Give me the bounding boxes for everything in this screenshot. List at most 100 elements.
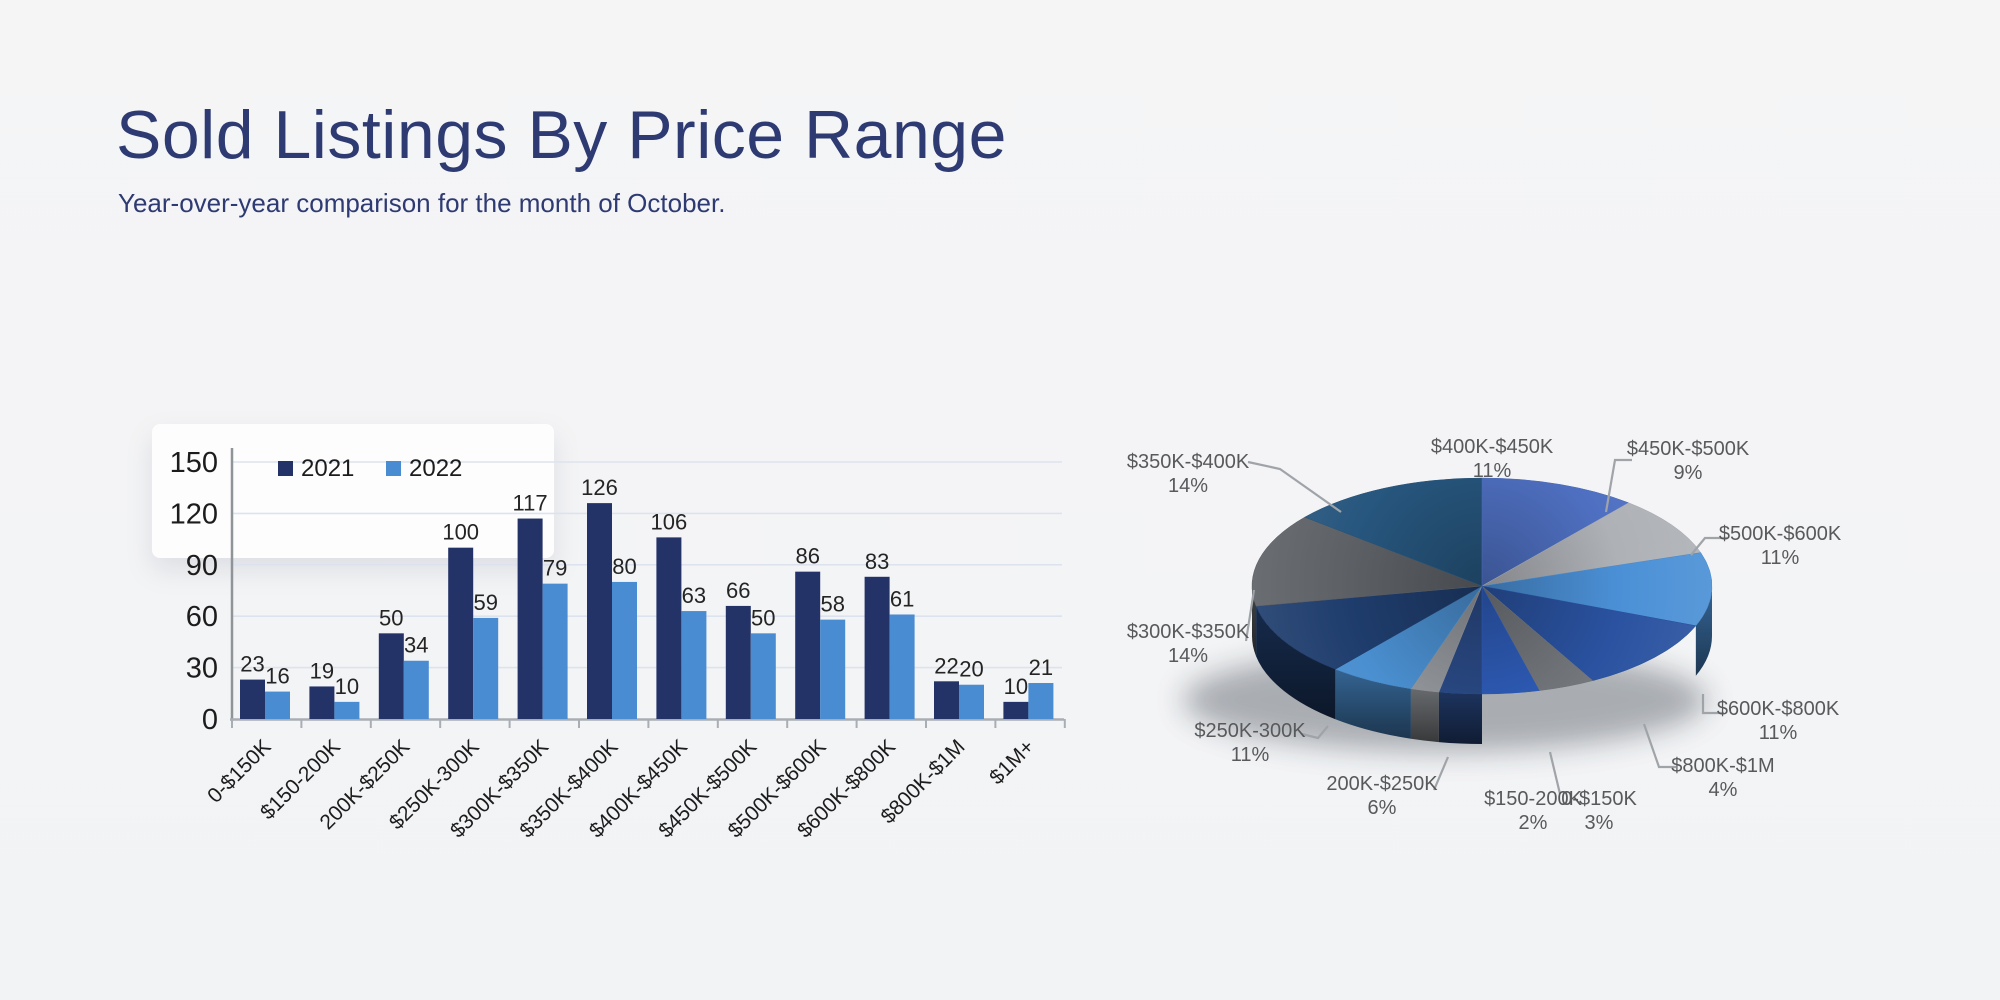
page-subtitle: Year-over-year comparison for the month … (118, 188, 726, 218)
bar-value-label: 23 (240, 652, 264, 677)
y-tick-label: 60 (186, 601, 218, 633)
bar-2021-5 (587, 503, 612, 719)
bar-value-label: 10 (335, 674, 359, 699)
pie-slice-$600K-$800K (1481, 585, 1697, 681)
legend-swatch-2022 (386, 461, 401, 476)
bar-value-label: 20 (959, 657, 983, 682)
bar-2022-10 (959, 684, 984, 719)
y-tick-label: 0 (202, 704, 218, 736)
legend-label-2022: 2022 (409, 455, 462, 482)
bar-2021-4 (517, 518, 543, 719)
pie-slice-pct-$400K-$450K: 11% (1473, 460, 1512, 482)
bar-value-label: 63 (682, 583, 706, 608)
bar-2022-6 (681, 611, 707, 719)
pie-slice-label-$300K-$350K: $300K-$350K (1127, 621, 1250, 643)
bar-2021-6 (656, 537, 682, 719)
pie-label-leader-0-$150K (1548, 751, 1562, 795)
pie-slice-pct-$250K-300K: 11% (1231, 744, 1270, 766)
bar-value-label: 16 (265, 664, 289, 689)
pie-label-leader-$600K-$800K (1701, 694, 1724, 715)
bar-2022-2 (403, 660, 429, 719)
pie-slice-pct-$800K-$1M: 4% (1709, 779, 1738, 801)
bar-value-label: 86 (795, 544, 819, 569)
pie-label-leader-$800K-$1M (1642, 723, 1676, 769)
pie-slice-label-0-$150K: 0-$150K (1561, 788, 1637, 810)
pie-label-leader-200K-$250K (1432, 756, 1450, 791)
pie-slice-pct-$350K-$400K: 14% (1168, 475, 1208, 497)
pie-slice-$350K-$400K (1304, 477, 1483, 587)
bar-value-label: 80 (612, 554, 636, 579)
x-category-label: $1M+ (985, 735, 1039, 789)
page-title: Sold Listings By Price Range (116, 97, 1007, 173)
bar-2022-0 (265, 691, 290, 719)
bar-2021-10 (934, 681, 959, 719)
bar-value-label: 79 (543, 556, 567, 581)
bar-2022-7 (750, 633, 776, 719)
pie-slice-$250K-300K (1255, 585, 1483, 670)
pie-slice-label-$400K-$450K: $400K-$450K (1431, 436, 1554, 458)
bar-2022-4 (542, 583, 568, 719)
bar-value-label: 58 (820, 592, 844, 617)
pie-slice-$1M+ (1481, 585, 1540, 695)
bar-2021-8 (795, 571, 821, 719)
pie-slice-label-$500K-$600K: $500K-$600K (1719, 523, 1842, 545)
bar-2021-1 (309, 686, 335, 719)
pie-slice-side-200K-$250K (1335, 669, 1411, 739)
bar-2022-1 (334, 701, 360, 719)
bar-2021-2 (378, 633, 404, 719)
pie-slice-pct-0-$150K: 3% (1585, 812, 1614, 834)
bar-value-label: 126 (581, 475, 618, 500)
y-tick-label: 120 (170, 498, 218, 530)
bar-2022-5 (612, 581, 637, 719)
report-header: Sold Listings By Price Range Year-over-y… (116, 96, 1007, 219)
bar-2021-3 (448, 547, 474, 719)
pie-label-leader-$500K-$600K (1690, 536, 1727, 556)
pie-slice-label-200K-$250K: 200K-$250K (1326, 773, 1438, 795)
bar-2022-9 (889, 614, 915, 719)
bar-2021-0 (240, 679, 265, 719)
bar-value-label: 50 (379, 605, 403, 630)
x-category-label: 0-$150K (203, 735, 275, 807)
bar-value-label: 106 (651, 509, 688, 534)
bar-value-label: 34 (404, 633, 428, 658)
bar-value-label: 83 (865, 549, 889, 574)
bar-value-label: 59 (473, 590, 497, 615)
pie-slice-label-$250K-300K: $250K-300K (1194, 720, 1306, 742)
y-tick-label: 90 (186, 550, 218, 582)
y-tick-label: 30 (186, 653, 218, 685)
bar-value-label: 19 (310, 658, 334, 683)
pie-slice-$450K-$500K (1481, 502, 1702, 587)
bar-2021-7 (725, 605, 751, 719)
pie-slice-side-$500K-$600K (1695, 586, 1712, 676)
pie-slice-side-$150-200K (1410, 688, 1439, 743)
bar-2022-3 (473, 617, 499, 719)
bar-value-label: 66 (726, 578, 750, 603)
legend-swatch-2021 (278, 461, 293, 476)
pie-label-leader-$450K-$500K (1604, 458, 1632, 513)
y-tick-label: 150 (170, 447, 218, 479)
pie-slice-label-$150-200K: $150-200K (1484, 788, 1583, 810)
bar-value-label: 50 (751, 605, 775, 630)
pie-label-leader-$250K-300K (1301, 725, 1329, 740)
decor-panel (152, 424, 554, 558)
pie-slice-$400K-$450K (1481, 477, 1630, 587)
bar-value-label: 117 (513, 491, 548, 516)
pie-slice-$500K-$600K (1481, 552, 1713, 627)
pie-slice-pct-$450K-$500K: 9% (1674, 462, 1703, 484)
bar-2021-11 (1003, 701, 1029, 719)
pie-label-leader-$300K-$350K (1244, 589, 1256, 642)
bar-2021-9 (864, 576, 890, 719)
pie-slice-pct-200K-$250K: 6% (1368, 797, 1397, 819)
bar-value-label: 61 (890, 586, 914, 611)
pie-label-leader-$350K-$400K (1247, 460, 1342, 513)
pie-slice-side-$250K-300K (1256, 606, 1336, 720)
bar-2022-8 (820, 619, 846, 719)
pie-slice-label-$350K-$400K: $350K-$400K (1127, 451, 1250, 473)
pie-slice-label-$600K-$800K: $600K-$800K (1717, 698, 1840, 720)
pie-slice-pct-$150-200K: 2% (1519, 812, 1548, 834)
pie-slice-pct-$300K-$350K: 14% (1168, 645, 1208, 667)
pie-slice-label-$800K-$1M: $800K-$1M (1671, 755, 1774, 777)
